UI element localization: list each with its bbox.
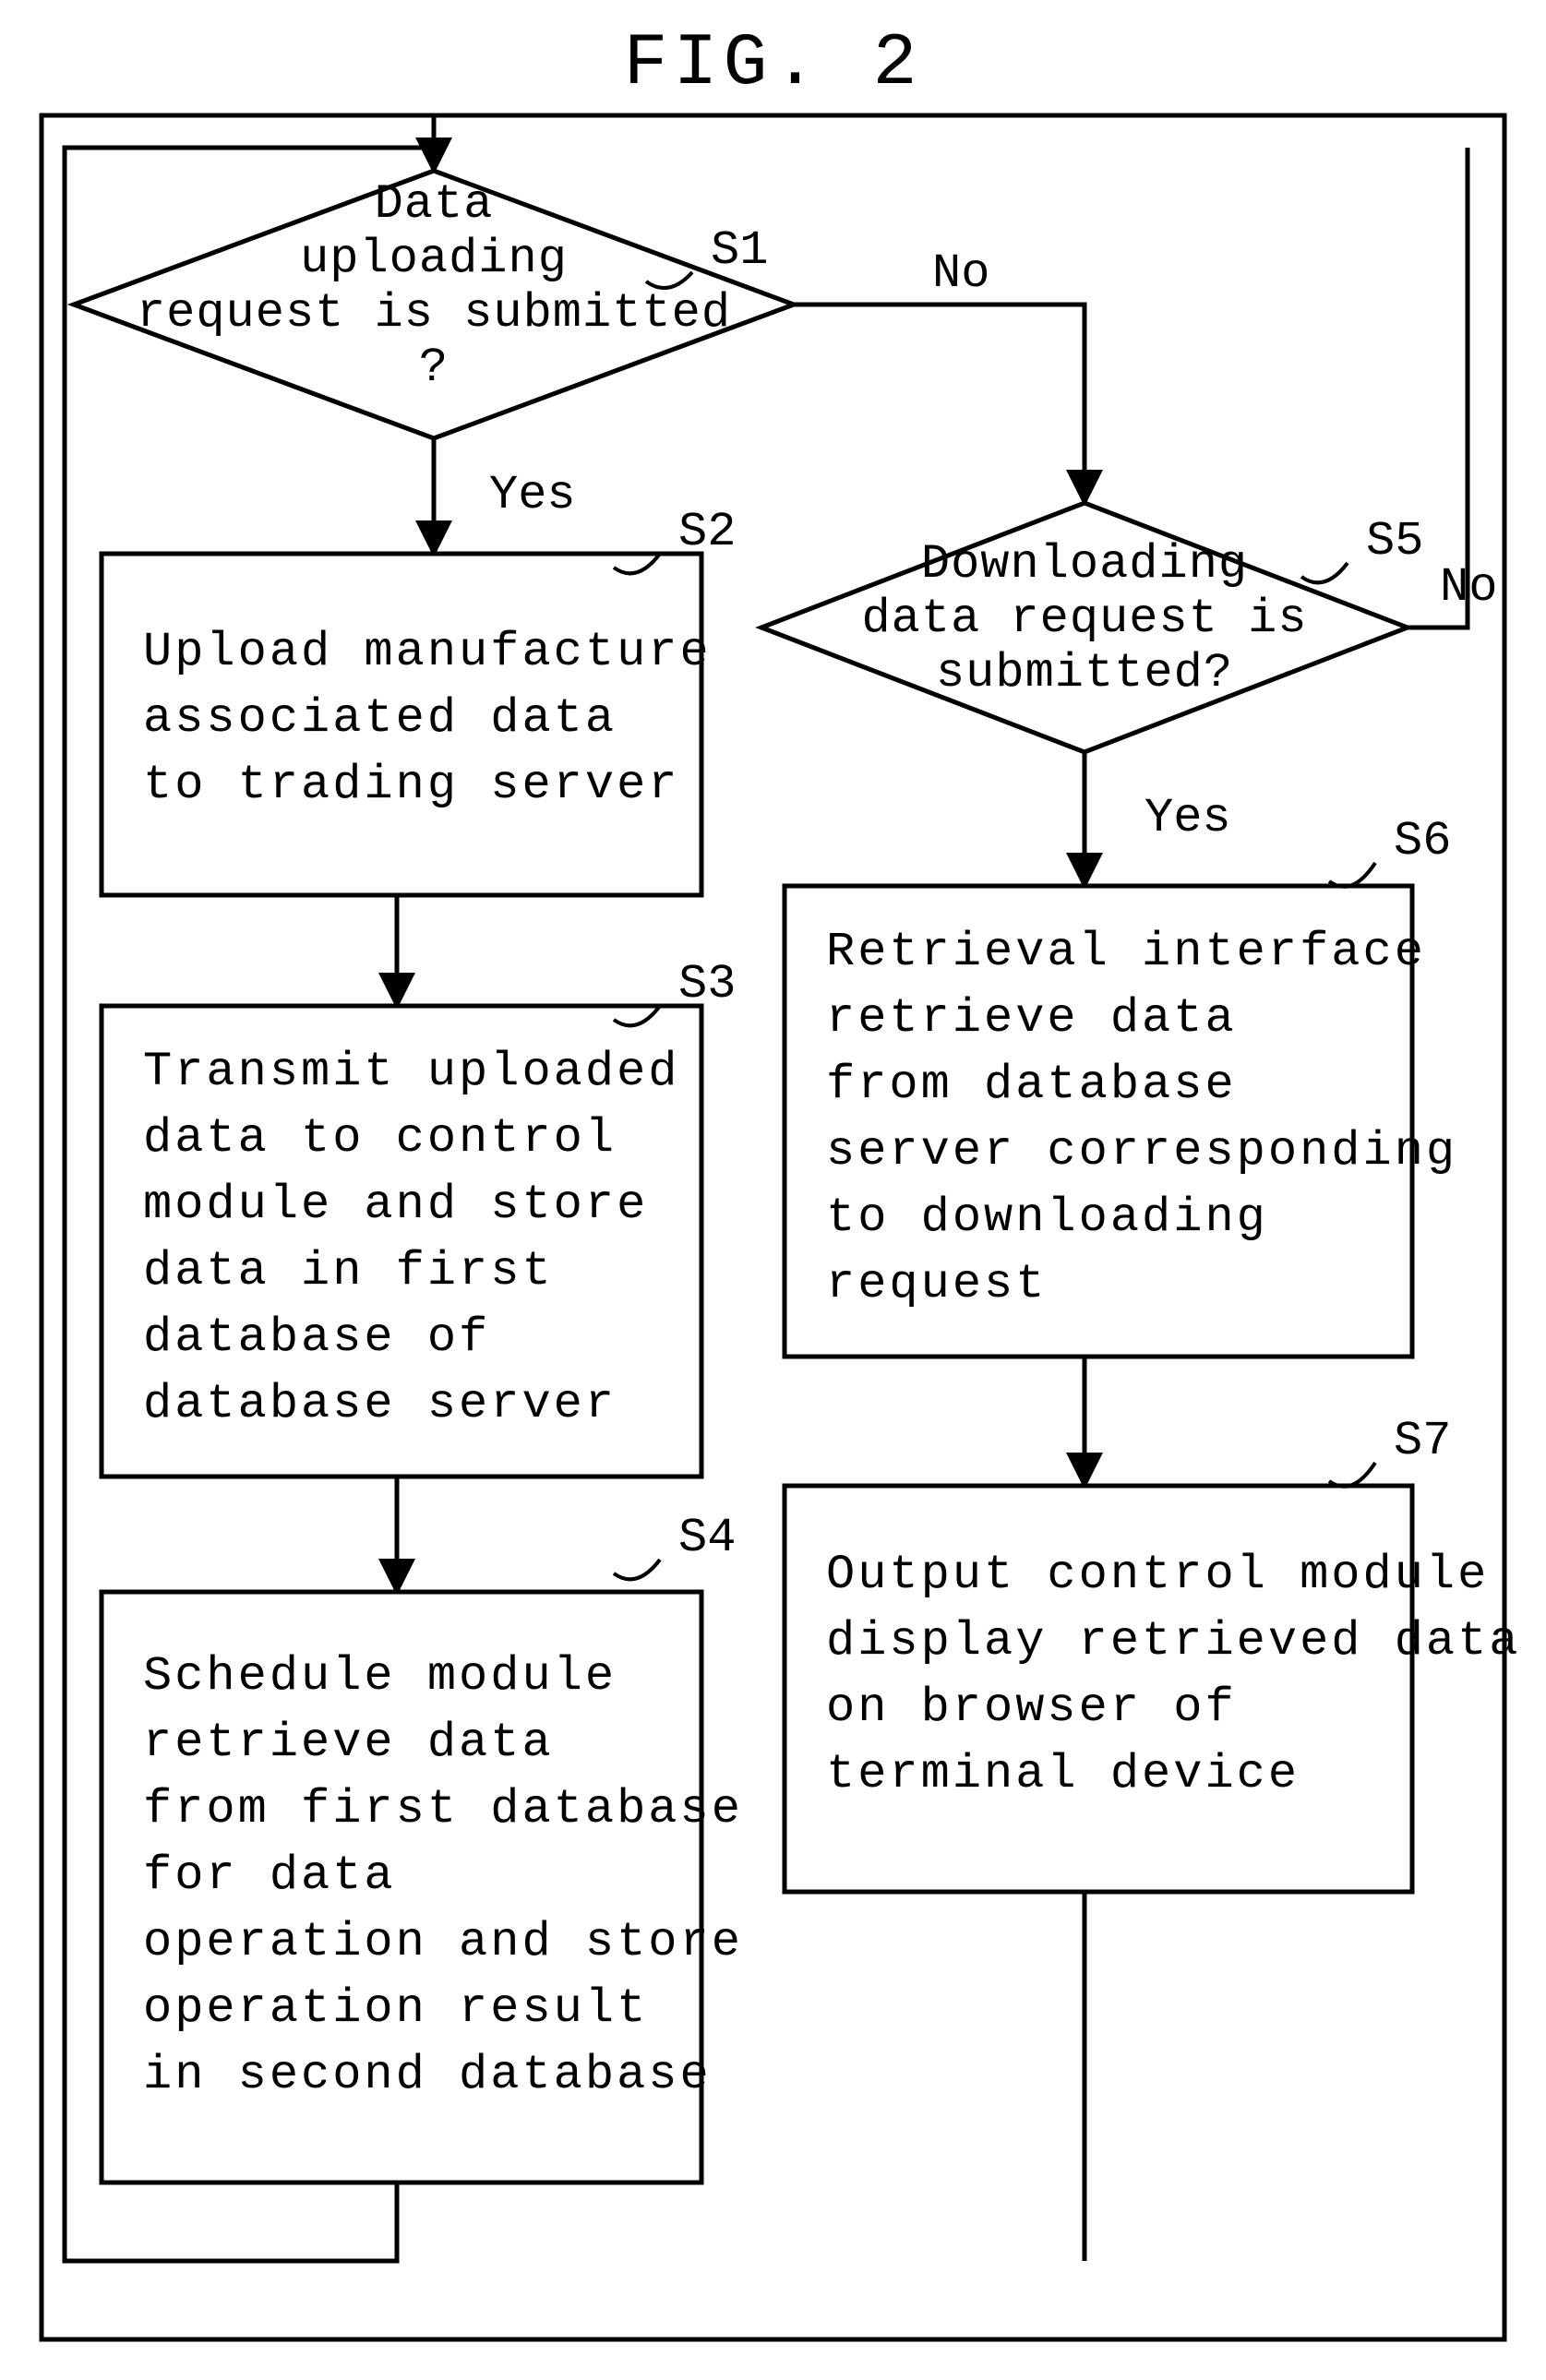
node-S4: Schedule module retrieve data from first d… xyxy=(102,1592,743,2183)
node-text-S2-2: to trading server xyxy=(143,758,680,812)
node-text-S7-0: Output control module xyxy=(826,1548,1489,1602)
node-text-S6-2: from database xyxy=(826,1058,1237,1112)
node-text-S6-4: to downloading xyxy=(826,1190,1268,1245)
node-S2: Upload manufacture associated data to trad… xyxy=(102,554,712,895)
node-text-S5-0: Downloading xyxy=(921,537,1248,592)
node-text-S1-3: ? xyxy=(419,341,449,395)
node-text-S6-3: server corresponding xyxy=(826,1124,1457,1178)
node-text-S6-0: Retrieval interface xyxy=(826,925,1426,979)
node-S6: Retrieval interface retrieve data from dat… xyxy=(785,886,1457,1357)
node-text-S6-5: request xyxy=(826,1257,1047,1311)
node-text-S3-2: module and store xyxy=(143,1178,648,1232)
node-S1: Datauploadingrequest is submitted? xyxy=(74,171,794,438)
edge-label-S1-no: No xyxy=(932,246,989,301)
label-leader-S5 xyxy=(1301,563,1348,582)
node-text-S2-0: Upload manufacture xyxy=(143,625,712,679)
label-leader-S7 xyxy=(1329,1463,1375,1487)
node-text-S1-1: uploading xyxy=(300,232,568,286)
node-text-S4-6: in second database xyxy=(143,2048,712,2102)
edge-label-S1-S2: Yes xyxy=(489,468,576,522)
node-text-S5-2: submitted? xyxy=(936,646,1233,700)
node-label-S3: S3 xyxy=(678,957,736,1011)
node-text-S4-5: operation result xyxy=(143,1981,648,2036)
node-label-S6: S6 xyxy=(1394,814,1451,868)
edge-S1-no xyxy=(794,305,1085,503)
label-leader-S4 xyxy=(614,1560,660,1579)
node-S3: Transmit uploaded data to control module a… xyxy=(102,1006,701,1477)
label-leader-S6 xyxy=(1329,863,1375,887)
figure-title: FIG. 2 xyxy=(623,22,922,106)
node-text-S4-3: for data xyxy=(143,1848,396,1903)
node-text-S2-1: associated data xyxy=(143,691,617,746)
node-text-S3-3: data in first xyxy=(143,1244,554,1298)
node-label-S4: S4 xyxy=(678,1511,736,1565)
node-text-S7-2: on browser of xyxy=(826,1680,1237,1735)
edge-label-S5-no: No xyxy=(1440,560,1497,615)
node-text-S4-2: from first database xyxy=(143,1782,743,1836)
node-text-S3-1: data to control xyxy=(143,1111,617,1166)
node-text-S5-1: data request is xyxy=(861,592,1307,646)
node-label-S2: S2 xyxy=(678,505,736,559)
node-text-S3-5: database server xyxy=(143,1377,617,1431)
flowchart-canvas: FIG. 2 Yes No Yes No Datauploadingrequest is … xyxy=(0,0,1546,2380)
node-S5: Downloadingdata request issubmitted? xyxy=(761,503,1408,752)
node-text-S3-4: database of xyxy=(143,1310,490,1365)
node-label-S5: S5 xyxy=(1366,514,1423,568)
node-S7: Output control module display retrieved d… xyxy=(785,1486,1521,1892)
node-text-S7-1: display retrieved data xyxy=(826,1614,1521,1668)
node-label-S7: S7 xyxy=(1394,1414,1451,1468)
node-text-S6-1: retrieve data xyxy=(826,991,1237,1046)
node-text-S7-3: terminal device xyxy=(826,1747,1300,1801)
node-text-S4-4: operation and store xyxy=(143,1915,743,1969)
node-text-S1-2: request is submitted xyxy=(137,286,731,341)
node-text-S1-0: Data xyxy=(375,177,494,232)
edge-label-S5-S6: Yes xyxy=(1145,791,1231,845)
node-text-S3-0: Transmit uploaded xyxy=(143,1045,680,1099)
node-label-S1: S1 xyxy=(711,223,768,278)
node-text-S4-1: retrieve data xyxy=(143,1716,554,1770)
node-text-S4-0: Schedule module xyxy=(143,1649,617,1704)
